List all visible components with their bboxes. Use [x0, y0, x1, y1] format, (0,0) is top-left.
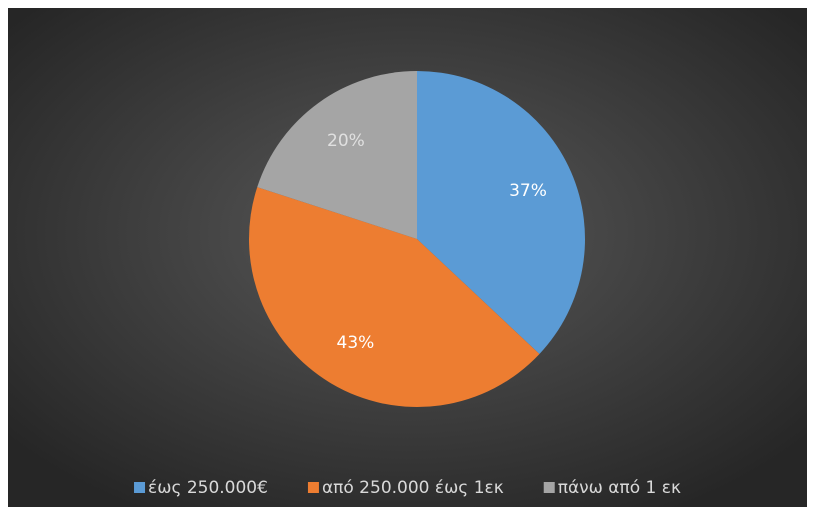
pie-slice	[417, 71, 585, 355]
data-label: 37%	[509, 181, 547, 201]
legend-swatch	[307, 482, 319, 493]
pie-slice	[257, 71, 417, 239]
pie-slice	[249, 187, 540, 407]
legend-swatch	[134, 482, 146, 493]
legend-label: από 250.000 έως 1εκ	[322, 478, 504, 498]
data-label: 43%	[337, 333, 375, 353]
legend-label: έως 250.000€	[148, 478, 268, 498]
legend-swatch	[543, 482, 555, 493]
legend-label: πάνω από 1 εκ	[558, 478, 681, 498]
data-label: 20%	[327, 131, 365, 151]
